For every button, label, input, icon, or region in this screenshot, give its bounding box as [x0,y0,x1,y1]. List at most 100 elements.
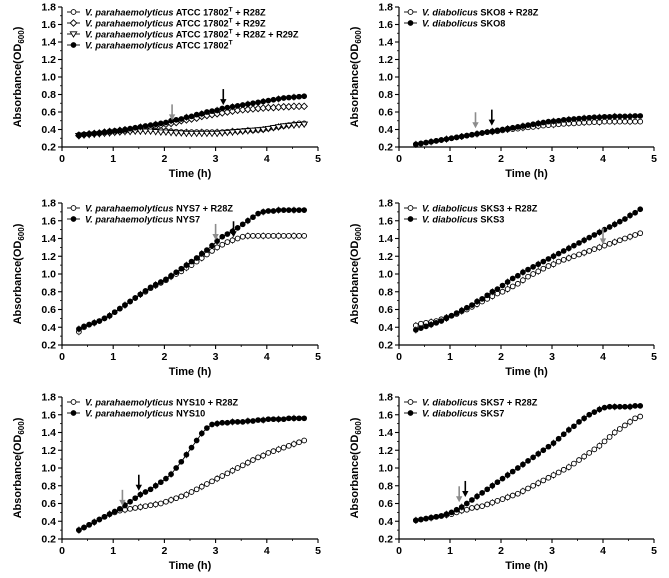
data-point [270,416,277,423]
data-point [163,276,169,283]
data-point [295,122,304,129]
x-tick-label: 3 [213,153,219,165]
data-point [601,113,608,120]
data-point [474,504,480,510]
data-point [545,263,552,269]
data-point [296,207,302,213]
data-point [285,207,292,213]
data-point [188,113,195,120]
y-tick-label: 0.4 [41,124,56,136]
data-point [606,113,613,120]
data-point [234,103,241,109]
data-point [489,288,496,295]
data-point [606,434,613,440]
data-point [611,429,618,436]
data-point [260,98,267,105]
x-tick-label: 1 [110,351,116,363]
data-point [637,118,644,125]
data-point [560,248,567,254]
data-point [275,446,282,453]
data-point [428,321,434,328]
y-tick-label: 1.4 [378,233,393,245]
data-point [423,323,429,330]
data-point [484,501,491,508]
data-point [504,472,511,478]
data-point [141,128,150,136]
data-point [428,514,434,521]
data-point [270,448,277,454]
data-point [448,312,455,319]
data-point [223,129,232,137]
data-point [499,282,506,289]
data-point [514,272,521,279]
data-point [479,503,485,510]
data-point [571,242,577,249]
data-point [565,255,572,261]
data-point [463,506,470,513]
legend-entry: V. parahaemolyticus NYS7 [85,215,200,225]
data-point [601,118,608,125]
data-point [204,425,210,431]
data-point [601,242,608,249]
gray-arrow [472,112,479,129]
data-point [265,97,272,104]
data-point [489,128,496,135]
data-point [172,130,181,137]
data-point [443,511,450,518]
data-point [229,467,236,474]
data-point [504,494,511,501]
y-tick-label: 0.6 [378,498,393,510]
data-point [280,416,287,423]
data-point [270,96,277,103]
data-point [163,498,169,505]
x-tick-label: 0 [59,351,65,363]
data-point [157,479,164,486]
y-tick-label: 1.6 [378,215,393,227]
data-point [576,240,582,246]
data-point [152,121,159,128]
data-point [550,472,557,478]
data-point [163,475,169,482]
data-point [228,129,237,136]
data-point [127,505,133,512]
data-point [637,403,644,409]
data-point [91,130,98,137]
data-point [637,413,644,420]
data-point [239,233,246,240]
data-point [152,482,159,489]
x-axis-label: Time (h) [169,560,212,572]
chart-panel-3: 0.2 0.4 0.6 0.8 1.0 1.2 1.4 1.6 1.8 0 1 2 3 4 5 Time (h… [12,198,321,379]
data-point [637,206,644,213]
data-point [177,130,186,137]
data-point [284,122,293,130]
x-tick-label: 0 [396,545,402,557]
data-point [586,114,593,121]
x-tick-label: 0 [396,351,402,363]
x-tick-label: 2 [498,545,504,557]
data-point [555,250,562,257]
data-point [178,493,185,500]
data-point [156,129,165,136]
data-point [198,483,205,490]
data-point [111,309,118,316]
data-point [484,486,491,493]
data-point [290,102,298,111]
data-point [96,516,103,523]
data-point [270,232,277,239]
y-tick-label: 0.6 [41,498,56,510]
data-point [127,498,133,505]
data-point [606,403,613,410]
data-point [224,231,231,237]
data-point [142,489,149,495]
arrow-head [220,99,227,106]
data-point [76,131,82,138]
data-point [489,482,496,489]
data-point [550,261,557,268]
data-point [147,284,154,291]
y-tick-label: 0.8 [378,480,393,492]
y-tick-label: 0.8 [41,480,56,492]
y-axis-label: Absorbance(OD600) [349,223,363,324]
data-point [611,221,618,228]
data-point [616,237,623,244]
data-point [193,437,200,444]
